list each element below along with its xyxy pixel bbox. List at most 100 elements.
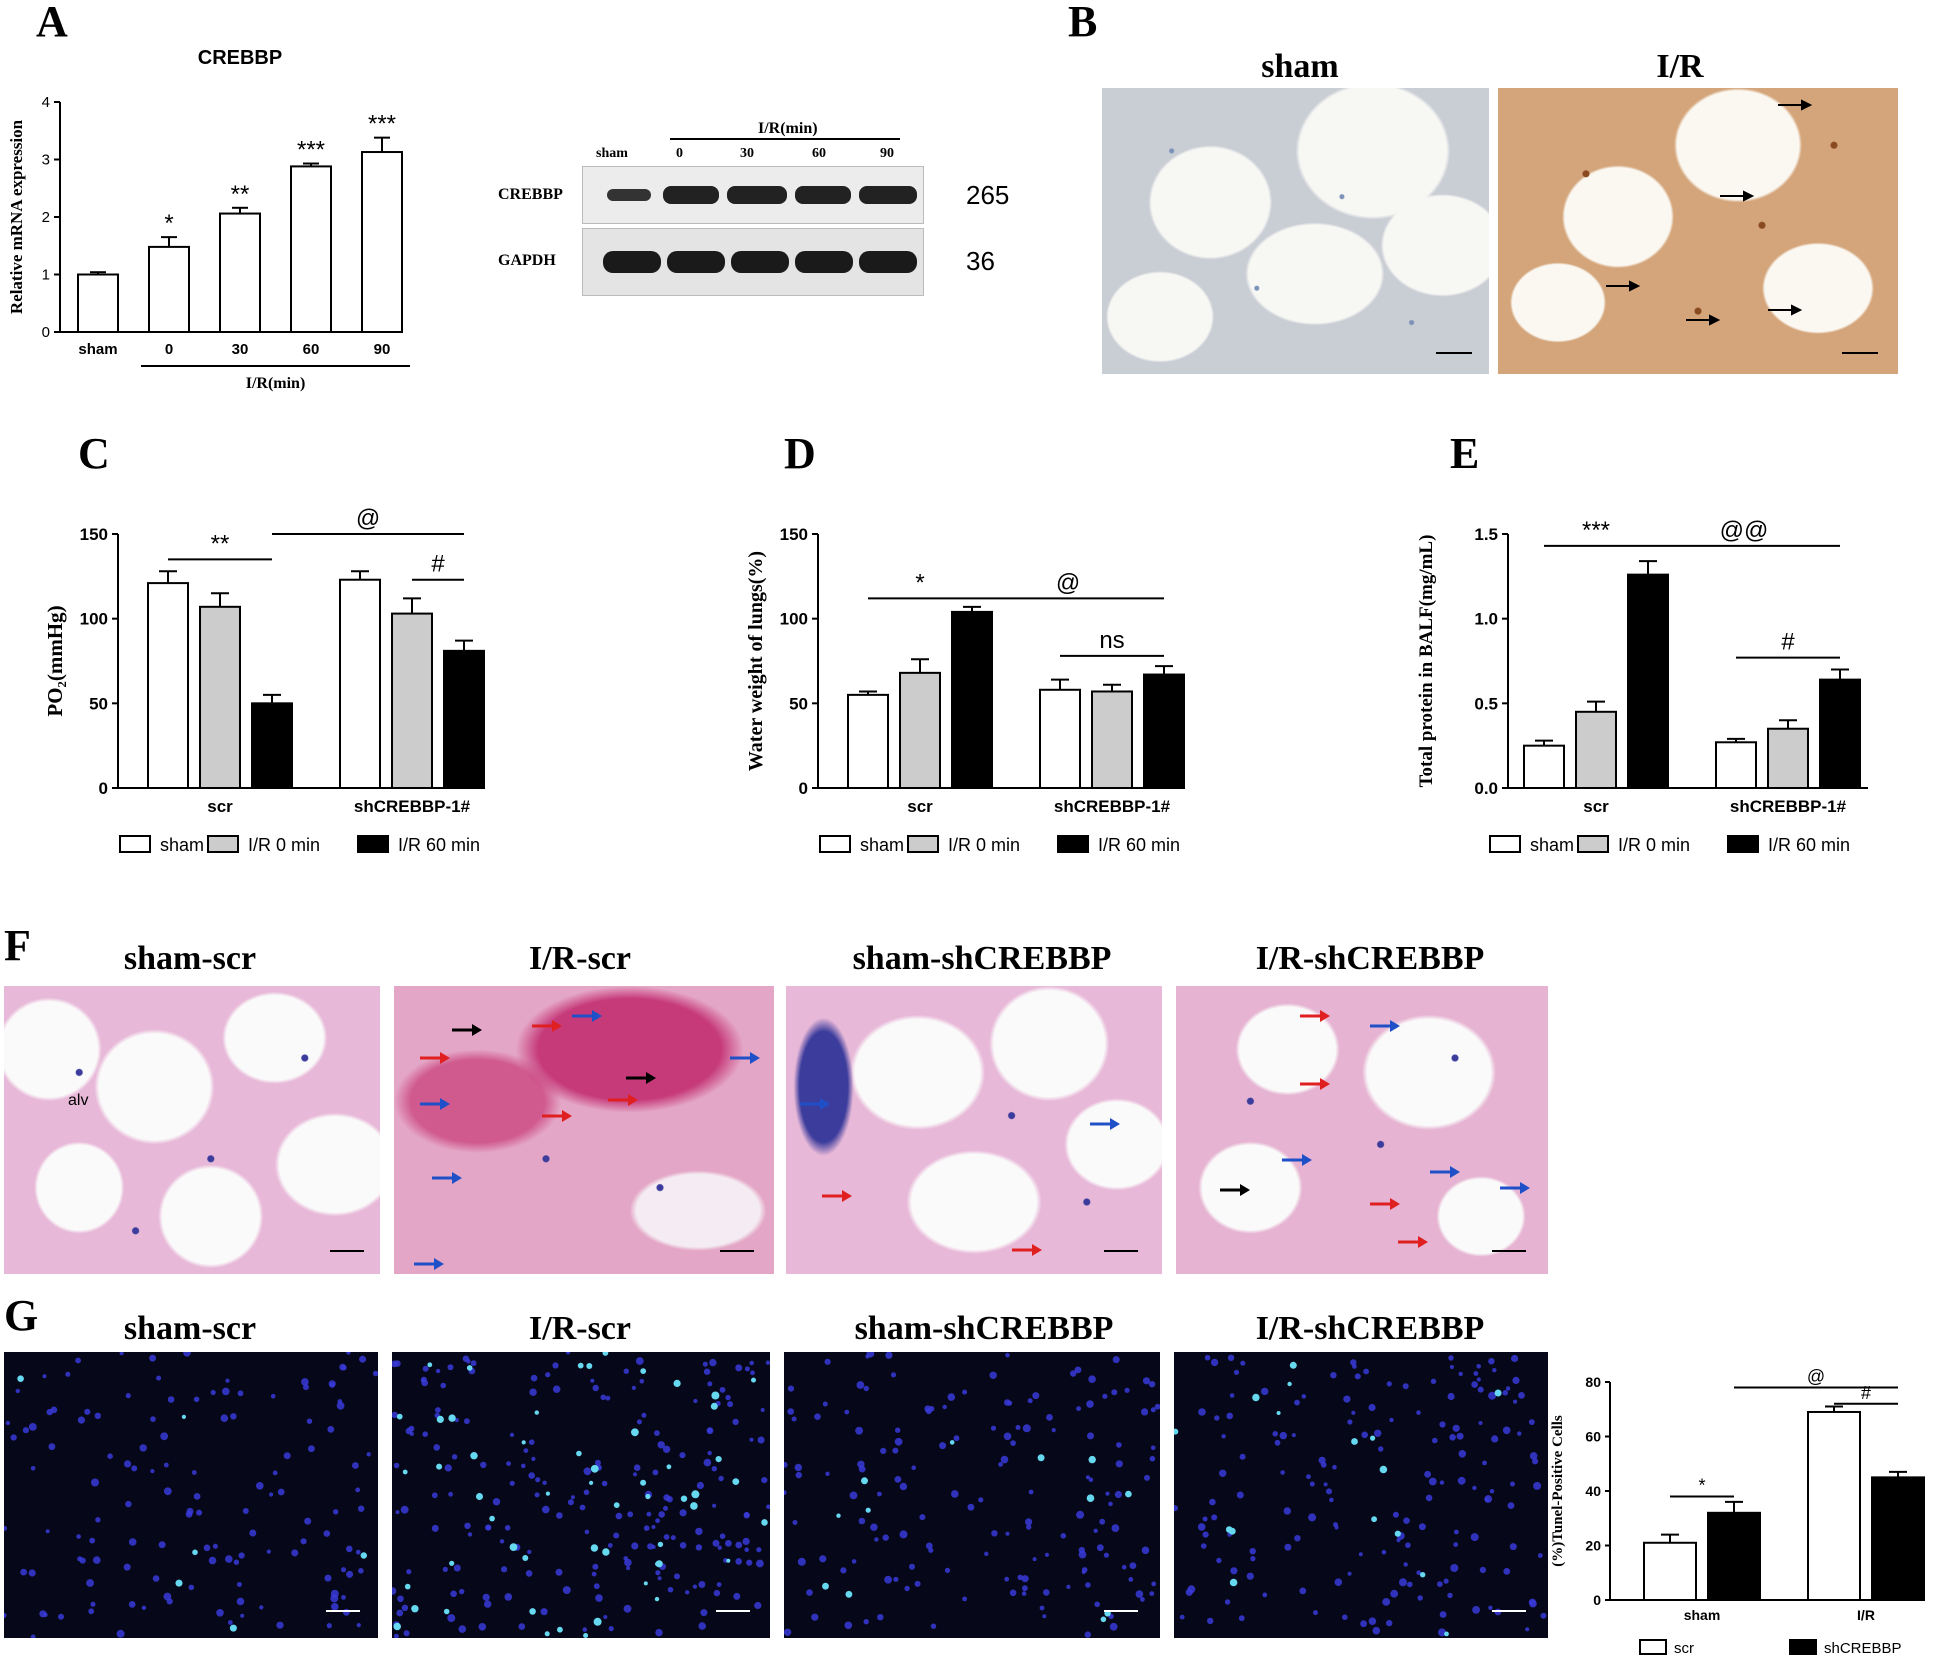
dapi-nucleus: [156, 1375, 162, 1381]
dapi-nucleus: [942, 1404, 947, 1410]
tunel-positive-nucleus: [404, 1583, 411, 1590]
dapi-nucleus: [1233, 1369, 1240, 1375]
dapi-nucleus: [732, 1418, 739, 1426]
chart-e-xtick-label-1: shCREBBP-1#: [1730, 797, 1847, 816]
chart-g-legend-swatch-1: [1789, 1639, 1817, 1655]
dapi-nucleus: [339, 1363, 347, 1371]
chart-e-ytick-label-0: 0.0: [1474, 779, 1498, 798]
chart-c-bar-i-r-0-min-0: [199, 605, 241, 789]
dapi-nucleus: [627, 1511, 634, 1518]
dapi-nucleus: [1135, 1590, 1144, 1598]
chart-g-annotation-2: #: [1861, 1383, 1871, 1403]
dapi-nucleus: [757, 1436, 765, 1444]
dapi-nucleus: [1473, 1371, 1479, 1376]
dapi-nucleus: [1452, 1424, 1460, 1432]
he-arrow-head-7: [440, 1098, 450, 1110]
chart-d-xtick-label-0: scr: [907, 797, 933, 816]
dapi-nucleus: [1081, 1569, 1086, 1575]
tunel-positive-nucleus: [613, 1502, 620, 1508]
dapi-nucleus: [1470, 1533, 1479, 1542]
dapi-nucleus: [124, 1460, 132, 1468]
dapi-nucleus: [702, 1361, 708, 1367]
dapi-nucleus: [225, 1378, 230, 1383]
dapi-nucleus: [791, 1416, 797, 1422]
tunel-title-ir-shcrebbp: I/R-shCREBBP: [1255, 1310, 1485, 1347]
dapi-nucleus: [1229, 1393, 1235, 1398]
blot-lane-sham: sham: [596, 146, 628, 161]
tunel-positive-nucleus: [1494, 1389, 1502, 1397]
dapi-nucleus: [269, 1492, 274, 1497]
dapi-nucleus: [1416, 1570, 1421, 1575]
dapi-nucleus: [1453, 1542, 1459, 1547]
tunel-positive-nucleus: [470, 1452, 478, 1460]
dapi-nucleus: [605, 1395, 611, 1401]
dapi-nucleus: [542, 1480, 547, 1485]
dapi-nucleus: [1438, 1628, 1446, 1637]
he-arrow-head-6: [628, 1094, 638, 1106]
dapi-nucleus: [400, 1505, 409, 1514]
dapi-nucleus: [849, 1491, 858, 1500]
dapi-nucleus: [1351, 1410, 1356, 1415]
dapi-nucleus: [593, 1583, 600, 1590]
dapi-nucleus: [1424, 1470, 1431, 1478]
dapi-nucleus: [962, 1596, 967, 1602]
chart-e-legend-label-1: I/R 0 min: [1618, 835, 1690, 855]
tunel-positive-nucleus: [1086, 1494, 1095, 1502]
dapi-nucleus: [1103, 1552, 1109, 1558]
dapi-nucleus: [1396, 1538, 1401, 1543]
panel-letter-e: E: [1450, 429, 1480, 478]
dapi-nucleus: [123, 1563, 131, 1571]
tunel-positive-nucleus: [1100, 1616, 1107, 1623]
tunel-positive-nucleus: [1037, 1454, 1045, 1462]
dapi-nucleus: [591, 1571, 597, 1577]
chart-a-xtick-label-3: 60: [303, 341, 320, 358]
dapi-nucleus: [1323, 1482, 1328, 1487]
dapi-nucleus: [944, 1567, 951, 1573]
dapi-nucleus: [895, 1427, 901, 1433]
dapi-nucleus: [1003, 1432, 1012, 1441]
chart-g-ytick-label-0: 0: [1593, 1592, 1601, 1608]
dapi-nucleus: [1472, 1485, 1477, 1491]
dapi-nucleus: [663, 1534, 670, 1540]
tunel-positive-nucleus: [229, 1624, 237, 1632]
dapi-nucleus: [359, 1355, 367, 1363]
dapi-nucleus: [1326, 1488, 1332, 1495]
chart-g-legend-label-1: shCREBBP: [1824, 1640, 1902, 1657]
dapi-nucleus: [183, 1352, 191, 1357]
he-arrow-head-12: [842, 1190, 852, 1202]
dapi-nucleus: [406, 1569, 412, 1575]
chart-c-legend-label-2: I/R 60 min: [398, 835, 480, 855]
dapi-nucleus: [331, 1602, 339, 1611]
tunel-positive-nucleus: [666, 1464, 672, 1470]
dapi-nucleus: [1238, 1615, 1245, 1622]
tunel-positive-nucleus: [1371, 1516, 1377, 1523]
dapi-nucleus: [1216, 1557, 1222, 1564]
dapi-nucleus: [535, 1477, 541, 1483]
dapi-nucleus: [518, 1623, 526, 1630]
dapi-nucleus: [787, 1408, 794, 1415]
dapi-nucleus: [698, 1622, 706, 1630]
dapi-nucleus: [877, 1491, 882, 1497]
tunel-positive-nucleus: [1420, 1572, 1426, 1578]
dapi-nucleus: [1154, 1403, 1160, 1410]
dapi-nucleus: [301, 1378, 309, 1386]
dapi-nucleus: [1129, 1562, 1137, 1569]
dapi-nucleus: [911, 1465, 916, 1470]
tunel-positive-nucleus: [593, 1617, 602, 1626]
dapi-nucleus: [1046, 1414, 1053, 1421]
dapi-nucleus: [1368, 1617, 1377, 1625]
chart-e-bar-i-r-60-min-1: [1819, 678, 1861, 789]
dapi-nucleus: [1076, 1406, 1081, 1411]
dapi-nucleus: [894, 1476, 902, 1483]
chart-c-po2: 0 50 100 150 PO₂(mmHg) scr shCREBBP-1# ** @ # sham…: [43, 505, 485, 855]
dapi-nucleus: [237, 1390, 244, 1397]
dapi-nucleus: [623, 1604, 632, 1613]
dapi-nucleus: [222, 1387, 230, 1396]
dapi-nucleus: [458, 1625, 467, 1633]
dapi-nucleus: [65, 1371, 71, 1377]
tunel-positive-nucleus: [521, 1440, 526, 1445]
chart-d-ytick-label-1: 50: [789, 694, 808, 713]
dapi-nucleus: [1525, 1627, 1530, 1632]
dapi-nucleus: [1142, 1377, 1151, 1385]
dapi-nucleus: [1482, 1460, 1487, 1466]
